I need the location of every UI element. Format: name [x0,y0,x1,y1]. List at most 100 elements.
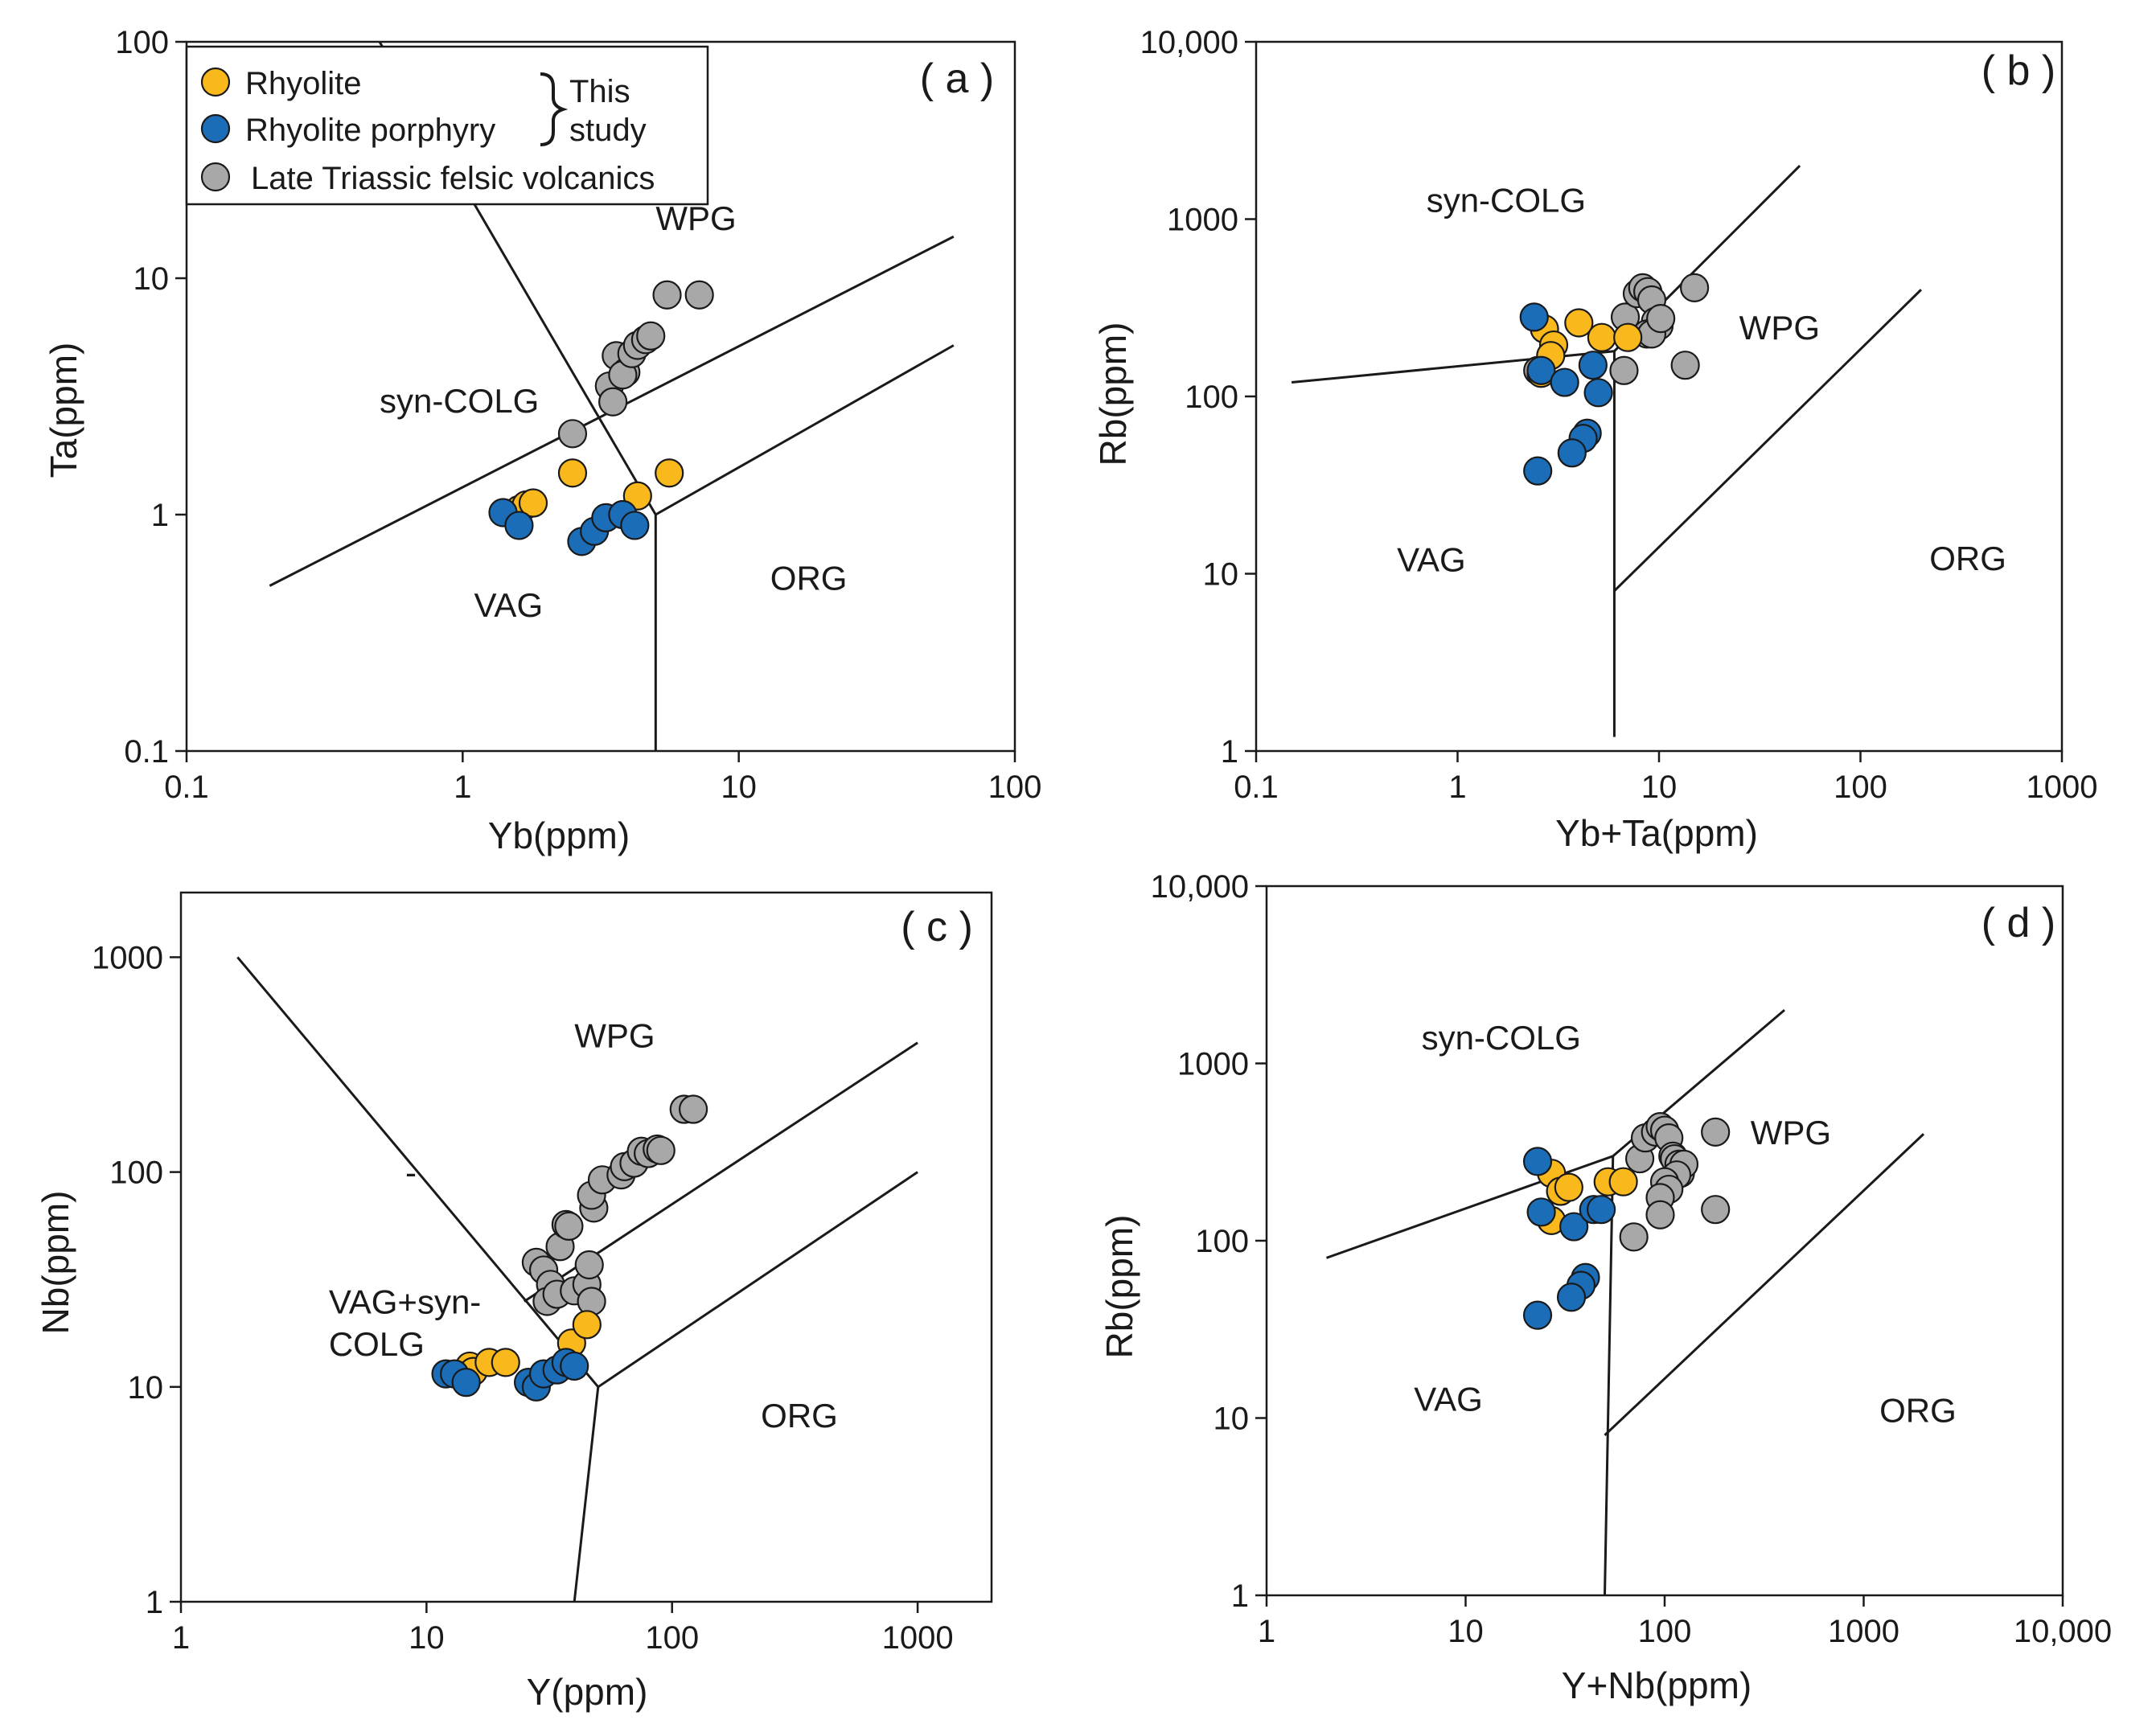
data-point-rhyolite-porphyry [504,511,534,540]
field-label: ORG [1879,1391,1957,1429]
data-point-rhyolite-porphyry [1526,1197,1556,1227]
field-label: WPG [574,1017,655,1055]
legend-label-rhyolite-porphyry: Rhyolite porphyry [245,113,495,148]
data-point-rhyolite [557,458,588,488]
panel-c: 1 10 100 1000 1 10 100 1000 WPG VAG+syn- COLG ORG -… [35,891,993,1713]
field-boundary-line [1326,1155,1614,1259]
x-tick-label: 0.1 [164,770,209,805]
data-point-triassic [1645,1200,1675,1229]
x-tick-label: 0.1 [1234,770,1279,805]
data-point-triassic [636,321,666,351]
field-label: WPG [655,199,736,237]
legend-marker-triassic [200,162,231,192]
x-tick-label: 1 [454,770,471,805]
data-point-rhyolite [1613,322,1643,352]
x-tick-label: 1000 [2027,770,2098,805]
field-label: syn-COLG [1422,1019,1581,1057]
legend-brace-label-this: This [569,74,630,109]
y-tick-label: 1 [1231,1578,1249,1614]
field-boundary-line [1613,289,1922,592]
y-tick-label: 10 [128,1370,164,1406]
data-point-triassic [678,1094,708,1124]
legend-brace-label-study: study [569,113,647,148]
data-point-triassic [1680,273,1710,302]
y-tick-label: 100 [1185,380,1238,415]
legend-marker-rhyolite [200,67,231,97]
plot-frame [179,891,993,1603]
y-tick-label: 1000 [1167,203,1238,238]
legend: Rhyolite Rhyolite porphyry Late Triassic… [185,45,709,206]
y-axis-title: Rb(ppm) [1092,322,1134,466]
panel-d: 1 10 100 1000 10,000 1 10 100 1000 10,000 syn-COL… [1099,869,2112,1706]
panel-label: ( c ) [901,904,973,950]
x-axis-title: Y(ppm) [527,1671,648,1713]
x-tick-label: 100 [1834,770,1887,805]
plot-frame [1255,40,2064,753]
y-tick-label: 100 [109,1155,163,1191]
data-point-rhyolite-porphyry [451,1368,481,1398]
data-point-triassic [574,1250,604,1280]
x-tick-label: 10 [721,770,757,805]
plot-frame [1265,885,2064,1597]
field-boundary-line [573,1386,600,1603]
data-point-triassic [598,387,628,417]
field-boundary-line [597,1171,918,1389]
field-label: WPG [1751,1114,1831,1151]
x-tick-label: 1 [172,1620,190,1656]
field-label: VAG [1397,541,1466,579]
panel-label: ( b ) [1981,47,2055,94]
x-tick-label: 1 [1448,770,1466,805]
data-point-rhyolite-porphyry [1578,351,1608,380]
data-point-triassic [652,280,682,310]
x-tick-label: 10 [1641,770,1678,805]
y-axis-title: Nb(ppm) [35,1191,76,1335]
data-point-rhyolite [1587,322,1616,352]
field-label: syn-COLG [1427,181,1586,219]
field-label: ORG [761,1397,838,1435]
plot-frame [185,40,1016,753]
legend-label-triassic: Late Triassic felsic volcanics [251,161,655,196]
x-tick-label: 10 [409,1620,445,1656]
panel-a: 0.1 1 10 100 0.1 1 10 100 WPG syn-COLG VAG ORG ( a… [43,25,1041,856]
x-tick-label: 100 [988,770,1042,805]
y-tick-label: 100 [1195,1224,1249,1259]
field-label: VAG+syn- [329,1283,481,1320]
legend-box [185,45,709,206]
panel-label: ( d ) [1981,900,2055,946]
field-label: VAG [474,586,544,624]
field-label: VAG [1414,1380,1483,1418]
x-tick-label: 1000 [882,1620,954,1656]
data-point-rhyolite [572,1310,602,1340]
data-point-rhyolite-porphyry [620,511,650,540]
data-point-rhyolite [518,488,548,518]
x-tick-label: 100 [1638,1614,1692,1649]
y-axis-title: Rb(ppm) [1099,1215,1140,1359]
x-tick-label: 1 [1258,1614,1275,1649]
data-point-rhyolite-porphyry [1523,456,1553,486]
data-point-rhyolite-porphyry [1557,438,1587,468]
field-boundary-line [655,344,955,516]
data-point-triassic [557,419,588,449]
data-point-triassic [1609,355,1639,385]
data-point-rhyolite [1564,308,1594,338]
legend-marker-rhyolite-porphyry [200,113,231,144]
field-label: ORG [1929,540,2006,577]
field-label: COLG [329,1325,425,1363]
data-point-rhyolite-porphyry [1550,367,1579,397]
data-point-rhyolite-porphyry [1522,1147,1553,1176]
y-tick-label: 10 [1203,557,1239,593]
data-point-rhyolite-porphyry [560,1351,589,1381]
y-tick-label: 1 [151,498,169,533]
x-axis-title: Yb(ppm) [488,815,630,856]
legend-label-rhyolite: Rhyolite [245,66,362,101]
field-boundary-line [1604,1133,1925,1436]
x-tick-label: 1000 [1828,1614,1899,1649]
data-point-rhyolite [655,458,684,488]
field-boundary-line [236,956,599,1388]
data-point-rhyolite-porphyry [1556,1283,1587,1312]
data-point-triassic [554,1211,584,1242]
y-tick-label: 10 [1214,1402,1250,1437]
data-point-triassic [1619,1222,1649,1252]
y-tick-label: 1000 [92,940,163,975]
